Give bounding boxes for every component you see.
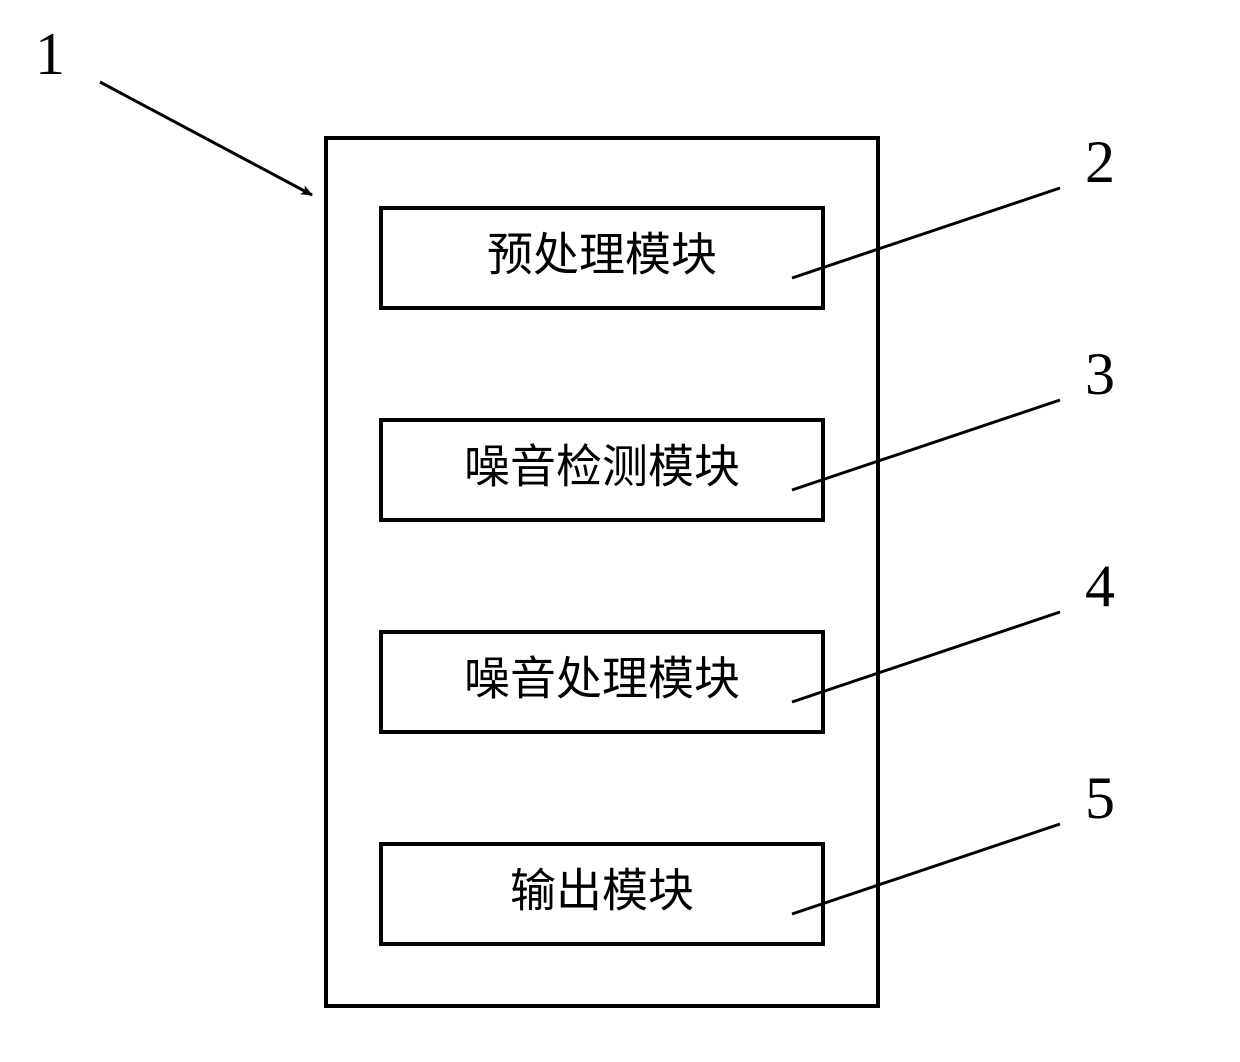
module-noise-detect-label: 噪音检测模块: [464, 442, 740, 493]
label-3: 3: [1085, 341, 1115, 407]
label-2: 2: [1085, 129, 1115, 195]
label-5-leader: [792, 824, 1060, 914]
diagram-canvas: 预处理模块噪音检测模块噪音处理模块输出模块 1 2 3 4 5: [0, 0, 1240, 1062]
label-5: 5: [1085, 765, 1115, 831]
label-4: 4: [1085, 553, 1115, 619]
label-3-leader: [792, 400, 1060, 490]
module-output-label: 输出模块: [510, 866, 694, 917]
label-2-leader: [792, 188, 1060, 278]
module-preprocess-label: 预处理模块: [487, 230, 717, 281]
label-1: 1: [35, 21, 65, 87]
label-4-leader: [792, 612, 1060, 702]
label-1-leader: [100, 82, 312, 195]
module-noise-proc-label: 噪音处理模块: [464, 654, 740, 705]
